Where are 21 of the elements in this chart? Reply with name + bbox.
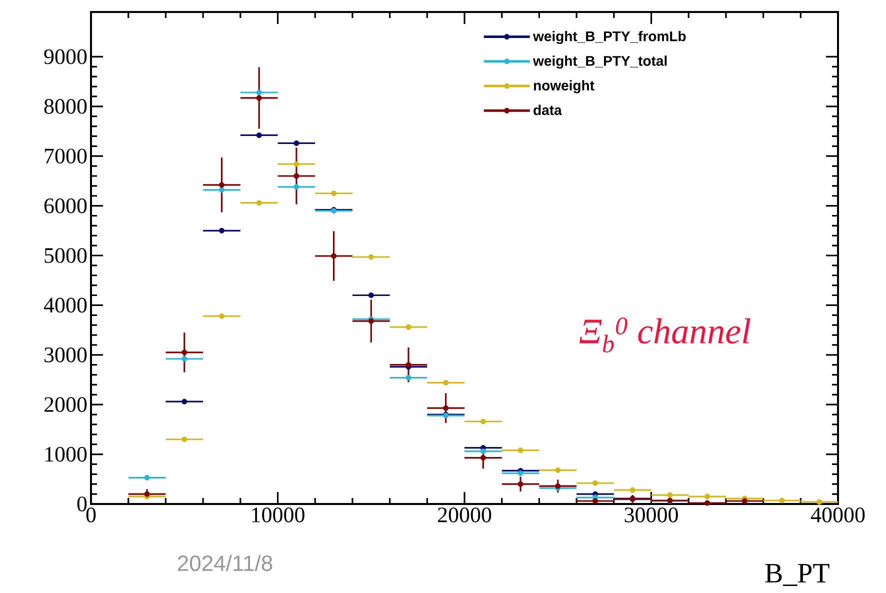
y-tick-label: 6000: [44, 198, 87, 214]
y-tick-label: 3000: [44, 347, 87, 362]
x-axis-title: B_PT: [765, 564, 830, 586]
y-tick-label: 4000: [44, 298, 87, 313]
legend-label: weight_B_PTY_fromLb: [532, 30, 686, 44]
y-tick-label: 8000: [44, 98, 87, 114]
x-tick-label: 30000: [624, 508, 678, 522]
y-tick-label: 2000: [44, 397, 87, 412]
y-tick-label: 0: [77, 496, 87, 512]
legend-label: noweight: [534, 80, 594, 94]
annotation: Ξ$_{b}$$^{0}$ channel: [580, 318, 750, 352]
text: 2024/11/8: [178, 554, 272, 572]
x-tick-label: 20000: [438, 508, 492, 522]
y-tick-label: 9000: [44, 49, 87, 64]
legend-label: data: [534, 104, 562, 116]
y-tick-label: 7000: [44, 148, 87, 164]
x-tick-label: 10000: [252, 508, 304, 522]
legend-label: weight_B_PTY_total: [532, 56, 667, 69]
y-tick-label: 5000: [44, 248, 87, 263]
y-tick-label: 1000: [45, 446, 87, 462]
x-tick-label: 40000: [810, 508, 865, 522]
